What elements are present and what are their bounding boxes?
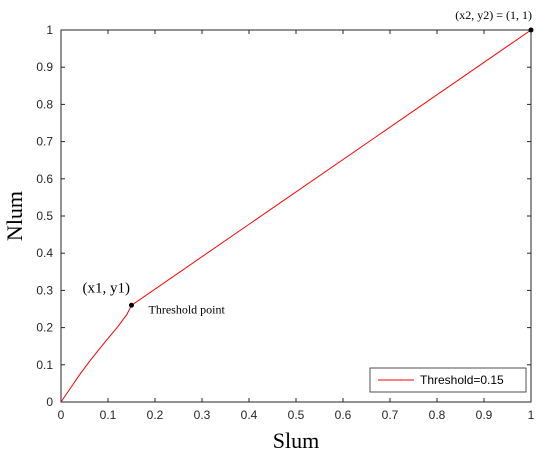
- x-tick-label: 0.7: [382, 408, 399, 422]
- y-tick-label: 0.8: [36, 97, 53, 111]
- x-tick-label: 0.2: [147, 408, 164, 422]
- x-axis-title: Slum: [273, 428, 319, 453]
- end-point-marker: [528, 27, 534, 33]
- x-tick-label: 0: [58, 408, 65, 422]
- threshold-point-label: (x1, y1): [83, 280, 131, 296]
- legend: Threshold=0.15: [369, 367, 527, 393]
- y-tick-label: 0.9: [36, 60, 53, 74]
- ticks: 0 0.1 0.2 0.3 0.4 0.5 0.6 0.7 0.8 0.9 1 0 0.1 0.2 0.3 0…: [36, 23, 534, 422]
- series-line: [60, 29, 532, 403]
- y-tick-label: 0.7: [36, 135, 53, 149]
- y-tick-label: 0: [46, 395, 53, 409]
- y-tick-label: 0.4: [36, 246, 53, 260]
- threshold-point-sublabel: Threshold point: [149, 302, 226, 316]
- x-tick-label: 0.8: [429, 408, 446, 422]
- x-tick-label: 0.1: [100, 408, 117, 422]
- y-tick-label: 1: [46, 23, 53, 37]
- y-tick-label: 0.1: [36, 358, 53, 372]
- threshold-point-marker: [129, 302, 134, 308]
- x-tick-label: 1: [528, 408, 535, 422]
- y-axis-title: Nlum: [2, 191, 27, 241]
- points-group: (x1, y1) Threshold point (x2, y2) = (1, 1): [83, 8, 534, 316]
- y-tick-label: 0.2: [36, 321, 53, 335]
- x-tick-label: 0.5: [288, 408, 305, 422]
- plot-area: [60, 29, 532, 403]
- x-tick-label: 0.9: [476, 408, 493, 422]
- legend-label: Threshold=0.15: [420, 373, 504, 387]
- x-tick-label: 0.4: [241, 408, 258, 422]
- x-tick-label: 0.6: [335, 408, 352, 422]
- series-group: [60, 29, 532, 403]
- y-tick-label: 0.3: [36, 283, 53, 297]
- y-tick-label: 0.6: [36, 172, 53, 186]
- x-tick-label: 0.3: [194, 408, 211, 422]
- y-tick-label: 0.5: [36, 209, 53, 223]
- end-point-label: (x2, y2) = (1, 1): [455, 8, 532, 22]
